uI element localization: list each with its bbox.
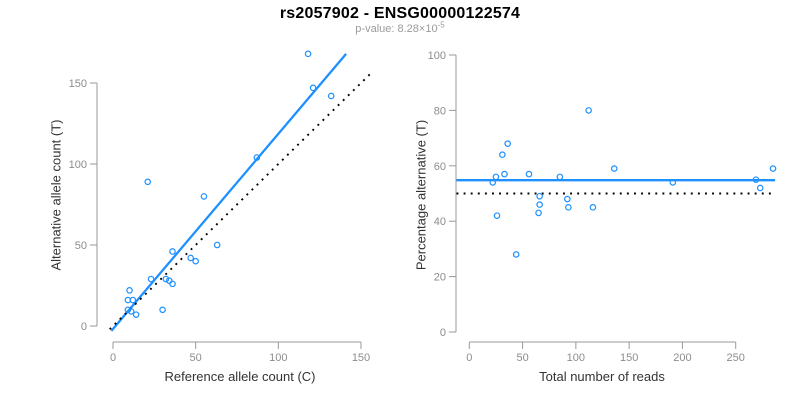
data-point <box>213 241 221 249</box>
y-tick-label: 50 <box>75 240 87 252</box>
data-point <box>489 179 497 186</box>
data-point <box>525 170 533 178</box>
data-point <box>769 165 777 172</box>
data-point <box>669 179 677 186</box>
data-point <box>536 201 543 208</box>
data-point <box>169 248 176 255</box>
data-point <box>585 107 592 114</box>
data-point <box>127 308 135 315</box>
left-plot-xaxis-label: Reference allele count (C) <box>164 369 316 384</box>
x-tick-label: 100 <box>567 352 585 364</box>
data-point <box>327 92 335 100</box>
chart-subtitle: p-value: 8.28×10-5 <box>0 20 800 35</box>
data-point <box>504 140 511 147</box>
x-tick-label: 0 <box>110 352 116 364</box>
data-point <box>304 50 312 58</box>
data-point <box>536 192 543 200</box>
y-tick-label: 20 <box>434 272 446 284</box>
y-tick-label: 100 <box>69 159 87 171</box>
data-point <box>162 275 170 283</box>
data-point <box>752 176 760 183</box>
right-plot-yaxis-label: Percentage alternative (T) <box>413 119 429 271</box>
data-point <box>187 254 195 262</box>
data-point <box>192 257 199 265</box>
identity-line <box>109 70 374 330</box>
x-tick-label: 100 <box>269 352 287 364</box>
x-tick-label: 200 <box>673 352 691 364</box>
data-point <box>309 84 317 92</box>
chart-title: rs2057902 - ENSG00000122574 <box>279 5 521 22</box>
pvalue-exponent: -5 <box>437 20 445 30</box>
data-point <box>610 165 618 172</box>
data-point <box>159 306 166 314</box>
data-point <box>535 209 542 217</box>
left-plot-yaxis-label: Alternative allele count (T) <box>48 119 64 271</box>
data-point <box>169 280 176 288</box>
regression-line <box>110 53 347 332</box>
data-point <box>556 173 564 181</box>
data-point <box>499 151 506 159</box>
right-plot: 0 20 40 60 80 100 0 50 100 150 200 250 <box>428 50 777 364</box>
right-plot-xaxis-label: Total number of reads <box>539 369 665 384</box>
y-tick-label: 0 <box>81 321 87 333</box>
x-tick-label: 50 <box>516 352 528 364</box>
x-tick-label: 250 <box>727 352 745 364</box>
data-point <box>253 154 261 161</box>
y-tick-label: 80 <box>434 105 446 117</box>
x-tick-label: 150 <box>620 352 638 364</box>
y-tick-label: 60 <box>434 161 446 173</box>
y-tick-label: 0 <box>440 327 446 339</box>
y-tick-label: 100 <box>428 50 446 62</box>
data-point <box>147 275 155 283</box>
pvalue-label: p-value: 8.28×10 <box>355 23 438 35</box>
data-point <box>200 193 208 200</box>
x-tick-label: 150 <box>352 352 370 364</box>
data-point <box>129 296 137 304</box>
data-point <box>126 287 133 294</box>
data-point <box>501 170 508 178</box>
data-point <box>512 251 520 258</box>
left-plot: 0 50 100 150 0 50 100 150 <box>69 50 374 364</box>
data-point <box>493 212 501 219</box>
data-point <box>492 173 500 181</box>
data-point <box>565 204 572 211</box>
data-point <box>589 204 597 211</box>
data-point <box>756 184 764 192</box>
data-point <box>144 178 152 186</box>
y-tick-label: 40 <box>434 216 446 228</box>
y-tick-label: 150 <box>69 78 87 90</box>
data-point <box>132 311 140 318</box>
data-point <box>124 306 132 314</box>
x-tick-label: 50 <box>190 352 202 364</box>
x-tick-label: 0 <box>466 352 472 364</box>
data-point <box>564 195 571 203</box>
